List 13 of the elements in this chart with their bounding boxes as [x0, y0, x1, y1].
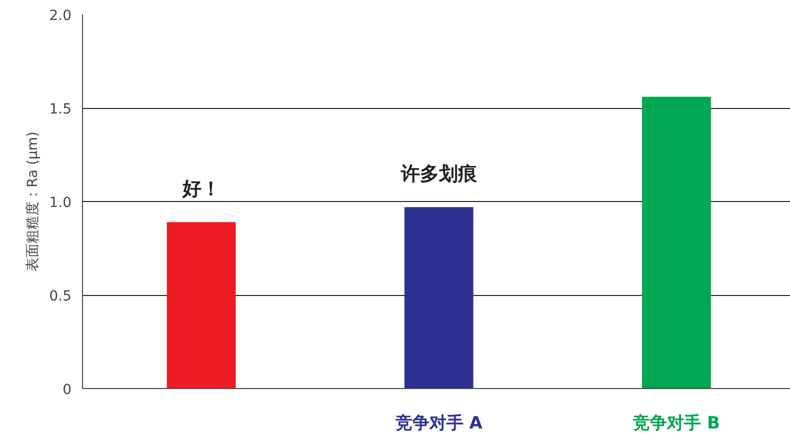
bar [166, 222, 236, 388]
y-tick-label: 2.0 [49, 8, 72, 24]
annotation: 许多划痕 [400, 163, 478, 186]
y-tick-label: 1.0 [49, 195, 72, 211]
x-tick-label: 竞争对手 B [632, 414, 720, 434]
bar [404, 207, 474, 388]
annotation: 好！ [181, 178, 220, 200]
bar [642, 96, 711, 388]
y-tick-label: 1.5 [49, 102, 72, 118]
x-tick-label: 竞争对手 A [394, 414, 484, 434]
y-axis-title: 表面粗糙度：Ra (μm) [25, 132, 42, 272]
y-tick-label: 0 [62, 382, 72, 398]
y-tick-label: 0.5 [49, 288, 72, 304]
